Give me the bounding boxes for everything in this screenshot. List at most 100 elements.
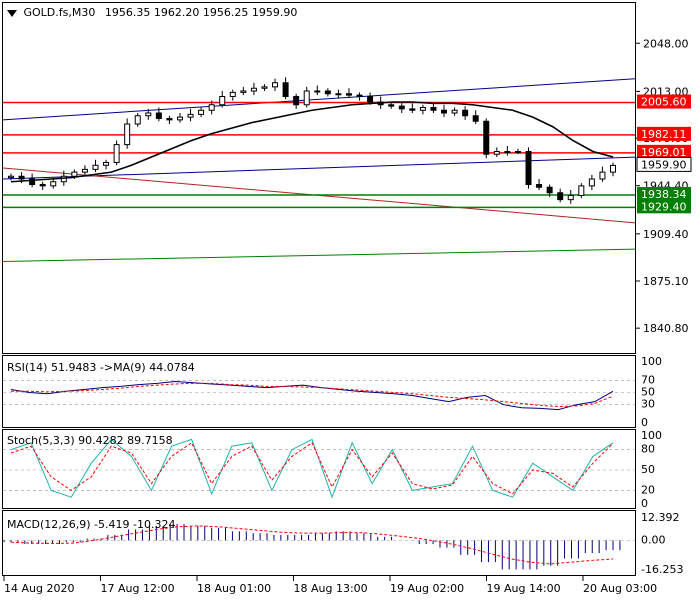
time-tick-label: 18 Aug 13:00 — [294, 582, 368, 595]
candle — [272, 78, 279, 91]
resistance-tag-1: 2005.60 — [641, 96, 687, 109]
candle-body — [588, 178, 595, 187]
candle — [250, 82, 257, 96]
candle — [599, 166, 606, 182]
candle — [536, 179, 543, 190]
macd-signal-line — [10, 525, 614, 565]
indicator-tick-label: 0 — [641, 416, 648, 429]
candle — [282, 77, 289, 100]
support-tag-1: 1938.34 — [641, 188, 687, 201]
time-tick-label: 18 Aug 01:00 — [197, 582, 271, 595]
candle — [134, 113, 141, 127]
macd-title: MACD(12,26,9) -5.419 -10.324 — [7, 518, 176, 531]
candle — [514, 148, 521, 155]
candle-body — [419, 107, 426, 111]
indicator-tick-label: 100 — [641, 429, 662, 442]
candle — [261, 84, 268, 91]
indicator-tick-label: 50 — [641, 463, 655, 476]
candle — [39, 181, 46, 190]
candle — [451, 107, 458, 116]
candle-body — [29, 178, 36, 185]
candle-body — [451, 109, 458, 114]
candle — [219, 91, 226, 108]
candle — [314, 85, 321, 96]
indicator-tick-label: 100 — [641, 355, 662, 368]
candle-body — [324, 90, 331, 95]
candle — [525, 147, 532, 189]
candle-body — [39, 184, 46, 187]
candle — [493, 147, 500, 157]
candle-body — [250, 87, 257, 92]
main-price-pane[interactable]: GOLD.fs,M30 1956.35 1962.20 1956.25 1959… — [2, 2, 636, 354]
candle — [504, 146, 511, 156]
candle-body — [261, 86, 268, 89]
time-tick-label: 17 Aug 12:00 — [101, 582, 175, 595]
candle — [367, 92, 374, 105]
price-tick-label: 1875.10 — [643, 275, 689, 288]
candle-body — [208, 104, 215, 111]
candle — [462, 106, 469, 120]
current-price-tag-bg — [636, 156, 692, 172]
candle — [483, 118, 490, 159]
series-line-0 — [10, 438, 614, 499]
candle-body — [303, 90, 310, 106]
candle-body — [335, 93, 342, 96]
candle — [92, 159, 99, 173]
current-price-tag: 1959.90 — [641, 158, 687, 171]
candle-body — [345, 93, 352, 96]
candle — [240, 86, 247, 96]
candle — [166, 115, 173, 124]
price-tick-label: 1944.40 — [643, 180, 689, 193]
candle — [145, 108, 152, 120]
candle — [229, 89, 236, 101]
candle-body — [441, 109, 448, 114]
price-tick-label: 2013.00 — [643, 85, 689, 98]
candle-body — [483, 120, 490, 155]
candle-body — [229, 91, 236, 97]
rsi-pane[interactable]: RSI(14) 51.9483 ->MA(9) 44.0784 — [2, 355, 636, 428]
dropdown-triangle-icon[interactable] — [7, 9, 17, 17]
candle — [588, 174, 595, 190]
chart-header: GOLD.fs,M30 1956.35 1962.20 1956.25 1959… — [7, 6, 297, 19]
candle — [441, 104, 448, 118]
price-tick-label: 1840.80 — [643, 322, 689, 335]
candle-body — [599, 171, 606, 180]
ohlc-values: 1956.35 1962.20 1956.25 1959.90 — [104, 6, 298, 19]
candle-body — [504, 151, 511, 153]
price-tick-label: 2048.00 — [643, 37, 689, 50]
candle — [472, 110, 479, 124]
candle-body — [367, 96, 374, 103]
series-line-1 — [10, 442, 614, 495]
candle — [8, 173, 14, 181]
candle-body — [525, 151, 532, 185]
stoch-pane[interactable]: Stoch(5,3,3) 90.4282 89.7158 — [2, 429, 636, 509]
main-price-chart[interactable] — [3, 3, 636, 354]
support-tag-1-bg — [637, 187, 691, 202]
stoch-chart[interactable] — [3, 430, 636, 509]
candle-body — [145, 112, 152, 117]
indicator-tick-label: 80 — [641, 443, 655, 456]
candle-body — [176, 116, 183, 121]
candle-body — [398, 105, 405, 110]
macd-pane[interactable]: MACD(12,26,9) -5.419 -10.324 — [2, 510, 636, 576]
macd-chart[interactable] — [3, 511, 636, 576]
rsi-title: RSI(14) 51.9483 ->MA(9) 44.0784 — [7, 361, 195, 374]
macd-tick-label: -16.253 — [641, 563, 683, 576]
candle — [113, 140, 120, 166]
candle-body — [134, 115, 141, 125]
candle-body — [409, 108, 416, 111]
price-tick-label: 1979.00 — [643, 132, 689, 145]
stoch-title: Stoch(5,3,3) 90.4282 89.7158 — [7, 434, 173, 447]
candle-body — [462, 109, 469, 117]
candle-body — [18, 175, 25, 180]
candle-body — [388, 104, 395, 107]
price-tick-label: 1909.40 — [643, 228, 689, 241]
candle-body — [71, 171, 78, 177]
symbol-label: GOLD.fs,M30 — [23, 6, 96, 19]
series-line-1 — [11, 382, 614, 408]
candle-body — [187, 113, 194, 118]
candle-body — [493, 151, 500, 155]
time-tick-label: 20 Aug 03:00 — [583, 582, 657, 595]
rsi-chart[interactable] — [3, 356, 636, 428]
candle — [155, 107, 162, 122]
